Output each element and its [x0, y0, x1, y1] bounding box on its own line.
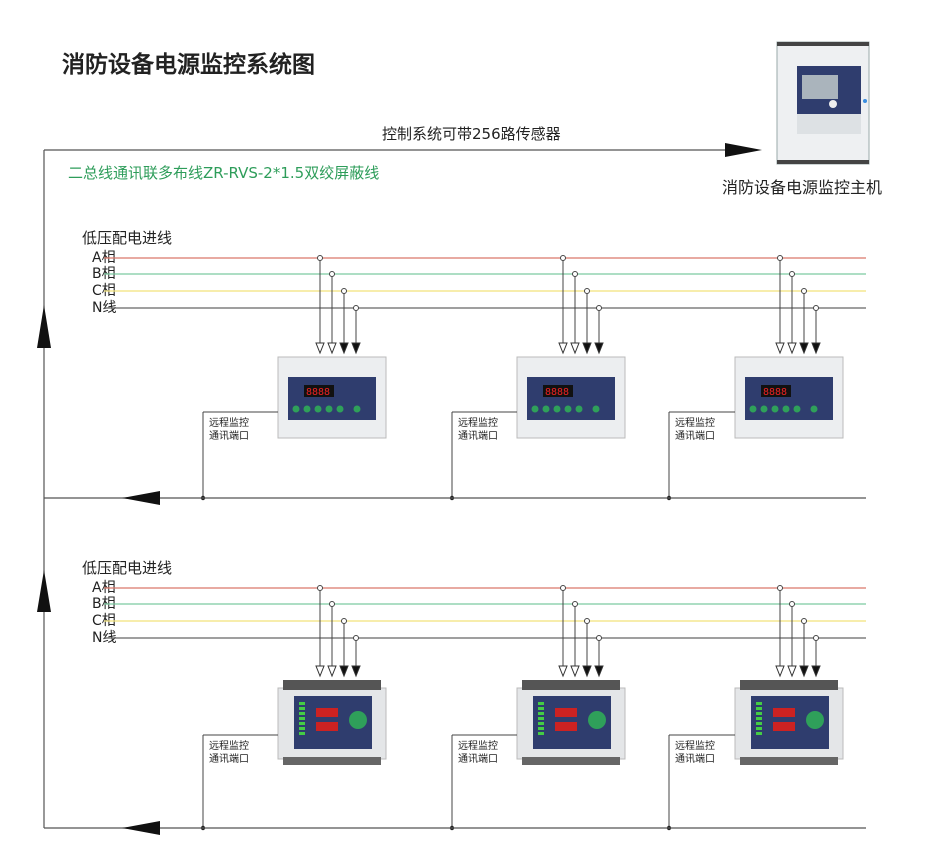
port-label: 远程监控: [458, 416, 498, 429]
tap-node: [317, 255, 323, 261]
arrow-down-icon: [339, 665, 349, 678]
tap-node: [584, 618, 590, 624]
arrow-down-hollow-icon: [315, 665, 325, 678]
phase-label: A相: [92, 250, 116, 266]
arrow-down-icon: [351, 665, 361, 678]
din-rail-monitor[interactable]: 8888: [277, 356, 387, 439]
tap-node: [596, 305, 602, 311]
arrow-left-icon: [122, 821, 160, 835]
arrow-down-hollow-icon: [570, 342, 580, 355]
phase-label: B相: [92, 266, 116, 282]
tap-node: [572, 271, 578, 277]
group-heading: 低压配电进线: [82, 559, 172, 577]
svg-text:8888: 8888: [763, 387, 787, 398]
port-label: 通讯端口: [458, 429, 498, 442]
arrow-up-icon: [37, 570, 51, 612]
arrow-down-hollow-icon: [787, 342, 797, 355]
host-label: 消防设备电源监控主机: [722, 178, 882, 197]
port-label: 通讯端口: [675, 752, 715, 765]
tap-node: [329, 601, 335, 607]
port-label: 通讯端口: [209, 752, 249, 765]
top-bus-label: 控制系统可带256路传感器: [382, 125, 561, 143]
port-label: 通讯端口: [675, 429, 715, 442]
arrow-down-hollow-icon: [570, 665, 580, 678]
cable-label: 二总线通讯联多布线ZR-RVS-2*1.5双绞屏蔽线: [68, 164, 379, 182]
tap-node: [341, 288, 347, 294]
tap-node: [329, 271, 335, 277]
tap-node: [560, 585, 566, 591]
port-label: 通讯端口: [209, 429, 249, 442]
voltage-current-sensor[interactable]: [277, 680, 387, 765]
arrow-down-hollow-icon: [787, 665, 797, 678]
group-heading: 低压配电进线: [82, 229, 172, 247]
phase-label: B相: [92, 596, 116, 612]
port-label: 通讯端口: [458, 752, 498, 765]
arrow-left-icon: [122, 491, 160, 505]
arrow-up-icon: [37, 305, 51, 348]
port-label: 远程监控: [209, 416, 249, 429]
arrow-down-hollow-icon: [775, 665, 785, 678]
arrow-down-icon: [811, 665, 821, 678]
tap-node: [789, 601, 795, 607]
port-label: 远程监控: [675, 416, 715, 429]
voltage-current-sensor[interactable]: [516, 680, 626, 765]
tap-node: [801, 288, 807, 294]
monitoring-host[interactable]: [776, 41, 870, 165]
tap-node: [777, 255, 783, 261]
tap-node: [596, 635, 602, 641]
arrow-down-icon: [339, 342, 349, 355]
tap-node: [560, 255, 566, 261]
arrow-right-icon: [725, 143, 762, 157]
arrow-down-icon: [594, 665, 604, 678]
tap-node: [584, 288, 590, 294]
tap-node: [789, 271, 795, 277]
arrow-down-hollow-icon: [558, 342, 568, 355]
tap-node: [341, 618, 347, 624]
tap-node: [813, 305, 819, 311]
port-label: 远程监控: [675, 739, 715, 752]
arrow-down-hollow-icon: [315, 342, 325, 355]
arrow-down-hollow-icon: [775, 342, 785, 355]
arrow-down-hollow-icon: [327, 665, 337, 678]
phase-label: C相: [92, 613, 116, 629]
arrow-down-icon: [582, 342, 592, 355]
arrow-down-hollow-icon: [558, 665, 568, 678]
arrow-down-icon: [594, 342, 604, 355]
tap-node: [572, 601, 578, 607]
din-rail-monitor[interactable]: 8888: [734, 356, 844, 439]
svg-text:8888: 8888: [545, 387, 569, 398]
arrow-down-icon: [799, 342, 809, 355]
tap-node: [777, 585, 783, 591]
svg-text:8888: 8888: [306, 387, 330, 398]
arrow-down-icon: [799, 665, 809, 678]
arrow-down-icon: [811, 342, 821, 355]
diagram-title: 消防设备电源监控系统图: [62, 51, 315, 78]
tap-node: [317, 585, 323, 591]
tap-node: [353, 635, 359, 641]
voltage-current-sensor[interactable]: [734, 680, 844, 765]
arrow-down-icon: [582, 665, 592, 678]
distribution-group: 低压配电进线A相B相C相N线8888远程监控通讯端口8888远程监控通讯端口88…: [44, 229, 866, 505]
port-label: 远程监控: [458, 739, 498, 752]
port-label: 远程监控: [209, 739, 249, 752]
arrow-down-icon: [351, 342, 361, 355]
tap-node: [353, 305, 359, 311]
phase-label: A相: [92, 580, 116, 596]
tap-node: [813, 635, 819, 641]
arrow-down-hollow-icon: [327, 342, 337, 355]
din-rail-monitor[interactable]: 8888: [516, 356, 626, 439]
phase-label: C相: [92, 283, 116, 299]
tap-node: [801, 618, 807, 624]
